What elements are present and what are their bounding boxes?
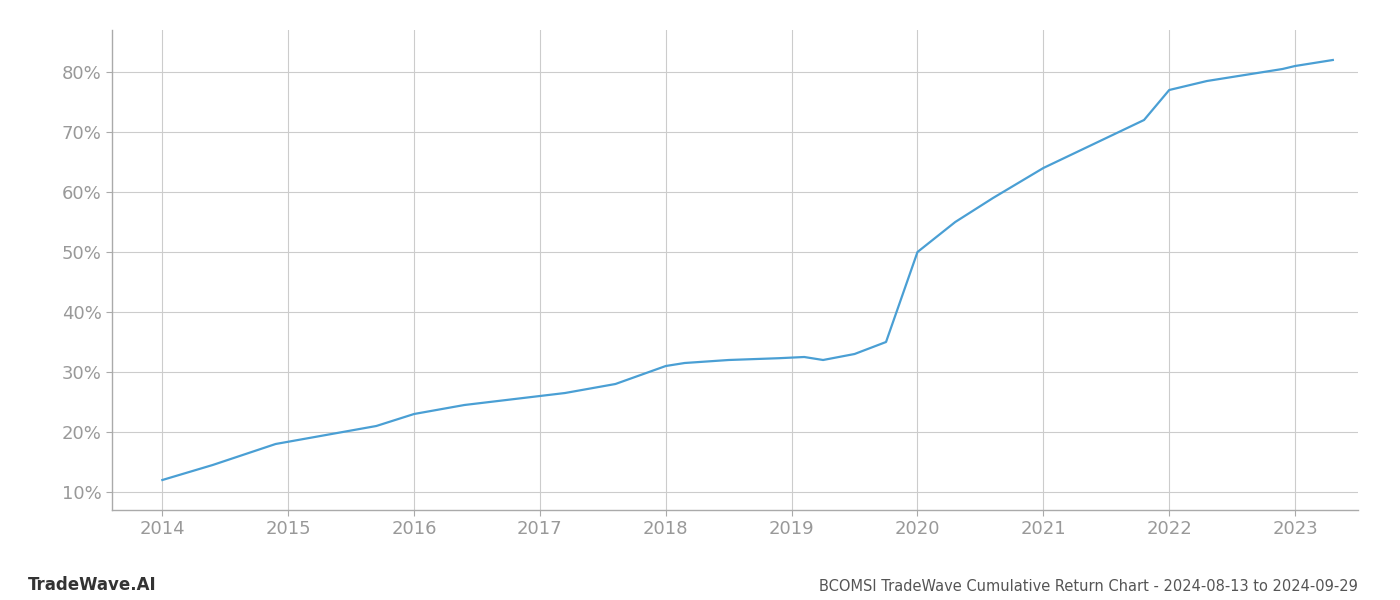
- Text: TradeWave.AI: TradeWave.AI: [28, 576, 157, 594]
- Text: BCOMSI TradeWave Cumulative Return Chart - 2024-08-13 to 2024-09-29: BCOMSI TradeWave Cumulative Return Chart…: [819, 579, 1358, 594]
